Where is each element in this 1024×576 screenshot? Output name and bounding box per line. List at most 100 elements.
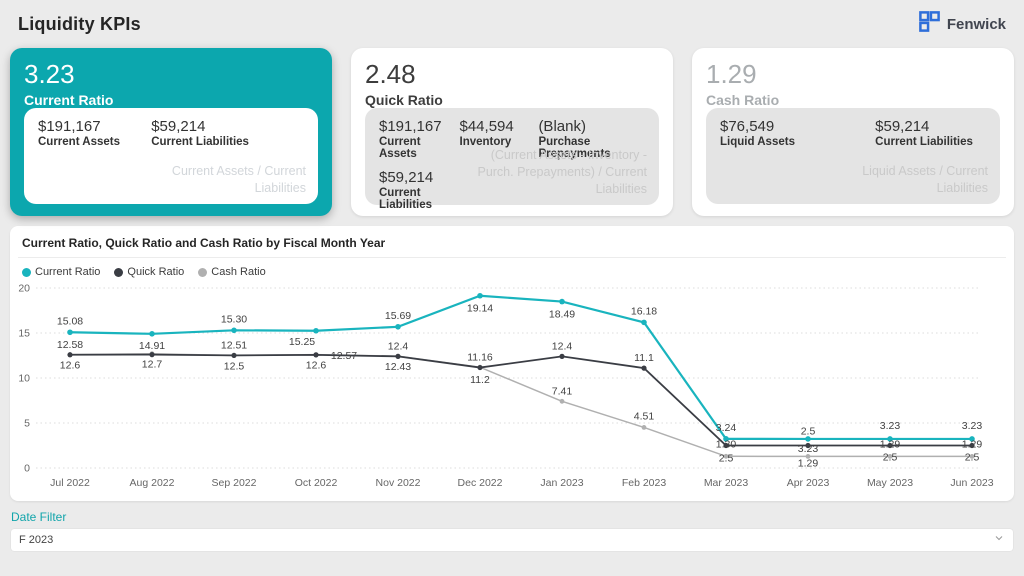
- legend-label: Current Ratio: [35, 266, 101, 278]
- svg-text:12.43: 12.43: [385, 361, 411, 373]
- svg-text:Aug 2022: Aug 2022: [130, 477, 175, 489]
- svg-text:12.6: 12.6: [306, 360, 327, 372]
- page-title: Liquidity KPIs: [18, 13, 141, 34]
- svg-text:4.51: 4.51: [634, 410, 655, 422]
- svg-text:11.1: 11.1: [634, 352, 654, 364]
- date-filter-label: Date Filter: [11, 510, 67, 524]
- detail-label: Current Liabilities: [379, 186, 433, 211]
- kpi-card-quick-ratio[interactable]: 2.48 Quick Ratio $191,167 Current Assets…: [351, 48, 673, 216]
- legend-dot-icon: [198, 267, 208, 277]
- detail-value: $191,167: [38, 117, 101, 135]
- detail-value: (Blank): [538, 117, 586, 135]
- kpi-label: Current Ratio: [24, 91, 114, 108]
- svg-text:12.7: 12.7: [142, 359, 163, 371]
- kpi-detail: $191,167 Current Assets: [379, 118, 460, 160]
- kpi-label: Cash Ratio: [706, 91, 780, 108]
- kpi-label: Quick Ratio: [365, 91, 443, 108]
- detail-value: $191,167: [379, 117, 442, 135]
- svg-text:1.30: 1.30: [716, 438, 737, 450]
- kpi-formula: Liquid Assets / Current Liabilities: [862, 164, 988, 196]
- legend-item-quick-ratio[interactable]: Quick Ratio: [114, 266, 184, 278]
- detail-value: $59,214: [379, 168, 434, 186]
- detail-label: Liquid Assets: [720, 135, 795, 148]
- kpi-card-cash-ratio[interactable]: 1.29 Cash Ratio $76,549 Liquid Assets $5…: [692, 48, 1014, 216]
- detail-label: Current Liabilities: [875, 135, 973, 148]
- svg-text:Apr 2023: Apr 2023: [787, 477, 830, 489]
- detail-value: $44,594: [459, 117, 514, 135]
- svg-text:0: 0: [24, 463, 30, 475]
- kpi-card-current-ratio[interactable]: 3.23 Current Ratio $191,167 Current Asse…: [10, 48, 332, 216]
- svg-text:12.57: 12.57: [331, 350, 357, 362]
- svg-text:3.23: 3.23: [962, 420, 983, 432]
- kpi-detail: $59,214 Current Liabilities: [151, 118, 304, 194]
- svg-text:2.5: 2.5: [965, 452, 980, 464]
- svg-text:1.29: 1.29: [880, 438, 901, 450]
- kpi-value: 2.48: [365, 59, 416, 89]
- legend-label: Quick Ratio: [127, 266, 185, 278]
- svg-text:5: 5: [24, 418, 30, 430]
- date-filter-section: Date Filter F 2023: [10, 510, 1014, 551]
- detail-label: Current Assets: [379, 135, 421, 160]
- svg-text:15: 15: [18, 328, 30, 340]
- svg-text:Sep 2022: Sep 2022: [212, 477, 257, 489]
- detail-value: $76,549: [720, 117, 775, 135]
- kpi-detail: $59,214 Current Liabilities: [379, 169, 460, 211]
- svg-text:12.5: 12.5: [224, 361, 245, 373]
- svg-text:18.49: 18.49: [549, 309, 575, 321]
- kpi-value: 1.29: [706, 59, 757, 89]
- fenwick-logo-icon: [918, 10, 941, 38]
- svg-text:May 2023: May 2023: [867, 477, 913, 489]
- chart-title: Current Ratio, Quick Ratio and Cash Rati…: [18, 234, 1006, 258]
- fenwick-logo-text: Fenwick: [946, 15, 1006, 33]
- svg-text:3.24: 3.24: [716, 422, 737, 434]
- svg-text:16.18: 16.18: [631, 305, 657, 317]
- svg-text:1.29: 1.29: [798, 457, 819, 469]
- svg-text:12.4: 12.4: [388, 340, 409, 352]
- line-chart-plot[interactable]: 0 5 10 15 20 Jul 2022 Aug 2022 Sep 2022 Oct 2022…: [18, 280, 1006, 492]
- svg-text:12.6: 12.6: [60, 360, 81, 372]
- date-filter-value: F 2023: [19, 534, 54, 546]
- kpi-detail-panel: $191,167 Current Assets $59,214 Current …: [24, 107, 318, 204]
- legend-item-current-ratio[interactable]: Current Ratio: [22, 266, 100, 278]
- svg-text:7.41: 7.41: [552, 385, 573, 397]
- svg-text:Nov 2022: Nov 2022: [376, 477, 421, 489]
- svg-text:11.2: 11.2: [470, 374, 490, 386]
- detail-label: Current Liabilities: [151, 135, 249, 148]
- kpi-detail: $191,167 Current Assets: [38, 118, 151, 194]
- detail-value: $59,214: [875, 117, 930, 135]
- kpi-detail: $76,549 Liquid Assets: [720, 118, 875, 194]
- svg-text:12.51: 12.51: [221, 339, 247, 351]
- svg-text:10: 10: [18, 373, 30, 385]
- detail-label: Current Assets: [38, 135, 121, 148]
- legend-item-cash-ratio[interactable]: Cash Ratio: [198, 266, 266, 278]
- svg-text:15.25: 15.25: [289, 336, 315, 348]
- chart-legend: Current Ratio Quick Ratio Cash Ratio: [18, 258, 1006, 280]
- svg-text:15.69: 15.69: [385, 310, 411, 322]
- svg-text:14.91: 14.91: [139, 340, 165, 352]
- header: Liquidity KPIs Fenwick: [10, 0, 1014, 48]
- ratio-line-chart-panel: Current Ratio, Quick Ratio and Cash Rati…: [10, 226, 1014, 501]
- svg-text:3.23: 3.23: [798, 443, 819, 455]
- date-filter-dropdown[interactable]: F 2023: [11, 529, 1013, 551]
- svg-text:15.08: 15.08: [57, 315, 83, 327]
- svg-text:Feb 2023: Feb 2023: [622, 477, 667, 489]
- svg-text:Dec 2022: Dec 2022: [458, 477, 503, 489]
- svg-text:2.5: 2.5: [719, 453, 734, 465]
- kpi-detail: $44,594 Inventory: [460, 118, 539, 160]
- fenwick-logo: Fenwick: [918, 10, 1006, 38]
- svg-text:Jan 2023: Jan 2023: [540, 477, 583, 489]
- svg-text:2.5: 2.5: [801, 426, 816, 438]
- detail-label: Purchase Prepayments: [538, 135, 611, 160]
- legend-label: Cash Ratio: [211, 266, 266, 278]
- kpi-detail-panel: $76,549 Liquid Assets $59,214 Current Li…: [706, 107, 1000, 204]
- kpi-detail-panel: $191,167 Current Assets $44,594 Inventor…: [365, 107, 659, 211]
- kpi-detail: (Blank) Purchase Prepayments: [538, 118, 645, 160]
- svg-text:20: 20: [18, 283, 30, 295]
- svg-text:Mar 2023: Mar 2023: [704, 477, 749, 489]
- svg-text:2.5: 2.5: [883, 452, 898, 464]
- legend-dot-icon: [22, 267, 31, 277]
- kpi-formula: (Current Assets - Inventory - Purch. Pre…: [477, 148, 647, 197]
- svg-text:3.23: 3.23: [880, 420, 901, 432]
- legend-dot-icon: [114, 267, 124, 277]
- svg-text:Jul 2022: Jul 2022: [50, 477, 90, 489]
